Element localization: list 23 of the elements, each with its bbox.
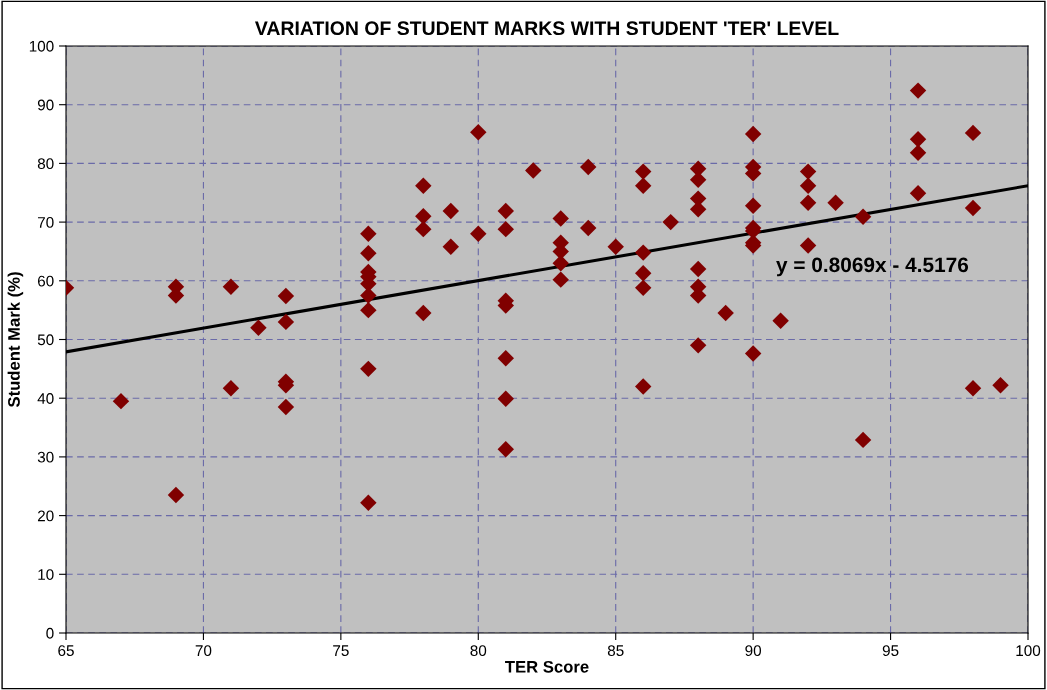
y-tick-label: 90 <box>37 99 54 111</box>
annotation: y = 0.8069x - 4.5176 <box>776 257 969 277</box>
y-tick-label: 0 <box>46 627 54 639</box>
x-tick-label: 70 <box>195 645 212 657</box>
y-tick-label: 50 <box>37 334 54 346</box>
y-tick-label: 20 <box>37 510 54 522</box>
y-tick-label: 70 <box>37 216 54 228</box>
y-tick-label: 10 <box>38 569 54 580</box>
x-tick-label: 100 <box>1016 645 1041 657</box>
y-tick-label: 60 <box>37 275 54 287</box>
x-tick-label: 80 <box>470 645 487 657</box>
x-axis-title: TER Score <box>505 660 589 673</box>
x-tick-label: 95 <box>882 645 899 657</box>
x-tick-label: 75 <box>333 645 349 657</box>
x-tick-label: 90 <box>745 645 762 657</box>
chart-title: VARIATION OF STUDENT MARKS WITH STUDENT 'TER' LEVEL <box>254 21 839 36</box>
x-tick-label: 65 <box>58 645 74 657</box>
y-axis-title: Student Mark (%) <box>7 272 24 408</box>
y-tick-label: 30 <box>37 451 54 463</box>
x-tick-label: 85 <box>607 645 624 657</box>
y-tick-label: 40 <box>37 393 54 404</box>
y-tick-label: 80 <box>37 158 54 170</box>
y-tick-label: 100 <box>29 40 54 52</box>
